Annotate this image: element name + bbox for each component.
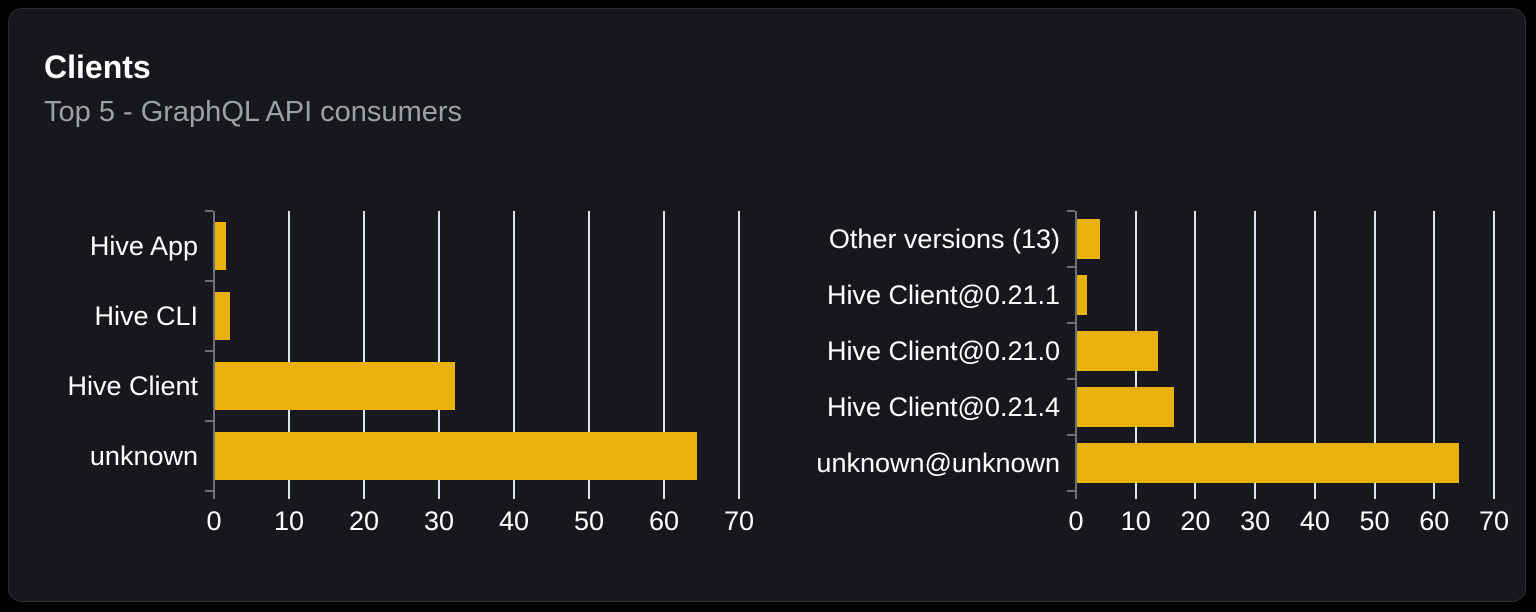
y-axis-tick	[205, 420, 213, 422]
gridline	[588, 211, 590, 491]
category-label: Hive CLI	[94, 301, 198, 331]
x-axis-tick	[1134, 491, 1137, 499]
y-axis-line	[213, 211, 215, 499]
y-axis-tick	[205, 210, 213, 212]
category-label: Hive App	[89, 231, 198, 261]
bar[interactable]	[215, 222, 226, 270]
x-axis-label: 0	[1068, 506, 1084, 536]
bar[interactable]	[215, 362, 455, 410]
top5-client-versions-chart: 0 10 20 30 40 50 60 70 Other versions (13) Hive C…	[9, 9, 1525, 601]
x-axis-label: 10	[1120, 506, 1151, 536]
category-label: Hive Client@0.21.1	[826, 280, 1060, 310]
gridline	[288, 211, 290, 491]
category-label: unknown@unknown	[816, 448, 1060, 478]
bar[interactable]	[215, 292, 230, 340]
x-axis-label: 70	[1478, 506, 1510, 536]
category-label: Hive Client@0.21.0	[826, 336, 1060, 366]
x-axis-label: 50	[573, 506, 605, 536]
x-axis-tick	[1493, 491, 1495, 499]
x-axis-label: 40	[498, 506, 530, 536]
card-subtitle: Top 5 - GraphQL API consumers	[44, 96, 463, 128]
x-axis-tick	[663, 491, 665, 499]
x-axis-label: 40	[1299, 506, 1330, 536]
y-axis-tick	[1067, 210, 1075, 212]
gridline	[513, 211, 515, 491]
clients-card: Clients Top 5 - GraphQL API consumers 0 1…	[8, 8, 1526, 602]
y-axis-tick	[1067, 378, 1075, 380]
x-axis-label: 20	[1180, 506, 1211, 536]
bar[interactable]	[1077, 275, 1088, 315]
top5-clients-chart: 0 10 20 30 40 50 60 70 Hive App Hive CLI Hive Clie…	[9, 9, 1525, 601]
x-axis-label: 30	[423, 506, 455, 536]
x-axis-label: 10	[273, 506, 305, 536]
x-axis-tick	[1194, 491, 1197, 499]
x-axis-label: 0	[206, 506, 222, 536]
bar[interactable]	[1077, 331, 1159, 371]
x-axis-tick	[1313, 491, 1316, 499]
gridline	[1254, 211, 1257, 491]
x-axis-tick	[513, 491, 515, 499]
gridline	[1313, 211, 1316, 491]
bar[interactable]	[1077, 219, 1100, 259]
gridline	[1433, 211, 1436, 491]
bar[interactable]	[1077, 387, 1175, 427]
y-axis-tick	[205, 280, 213, 282]
x-axis-label: 30	[1240, 506, 1271, 536]
y-axis-tick	[205, 490, 213, 492]
category-label: Hive Client@0.21.4	[826, 392, 1060, 422]
card-title: Clients	[44, 49, 151, 85]
y-axis-tick	[1067, 490, 1075, 492]
gridline	[363, 211, 365, 491]
bar[interactable]	[1077, 443, 1459, 483]
x-axis-label: 60	[1419, 506, 1450, 536]
category-label: Other versions (13)	[828, 224, 1060, 254]
x-axis-label: 70	[723, 506, 755, 536]
x-axis-label: 60	[648, 506, 680, 536]
x-axis-tick	[438, 491, 440, 499]
x-axis-tick	[738, 491, 740, 499]
y-axis-tick	[1067, 434, 1075, 436]
x-axis-label: 20	[348, 506, 380, 536]
x-axis-label: 50	[1359, 506, 1390, 536]
bar[interactable]	[215, 432, 697, 480]
y-axis-tick	[205, 350, 213, 352]
x-axis-tick	[363, 491, 365, 499]
category-label: Hive Client	[67, 371, 198, 401]
x-axis-tick	[1433, 491, 1436, 499]
y-axis-tick	[1067, 322, 1075, 324]
category-label: unknown	[89, 441, 198, 471]
y-axis-line	[1075, 211, 1077, 499]
y-axis-tick	[1067, 266, 1075, 268]
x-axis-tick	[588, 491, 590, 499]
gridline	[1194, 211, 1197, 491]
x-axis-tick	[288, 491, 290, 499]
gridline	[738, 211, 740, 491]
gridline	[1493, 211, 1495, 491]
gridline	[438, 211, 440, 491]
x-axis-tick	[1254, 491, 1257, 499]
x-axis-tick	[1373, 491, 1376, 499]
gridline	[663, 211, 665, 491]
gridline	[1373, 211, 1376, 491]
